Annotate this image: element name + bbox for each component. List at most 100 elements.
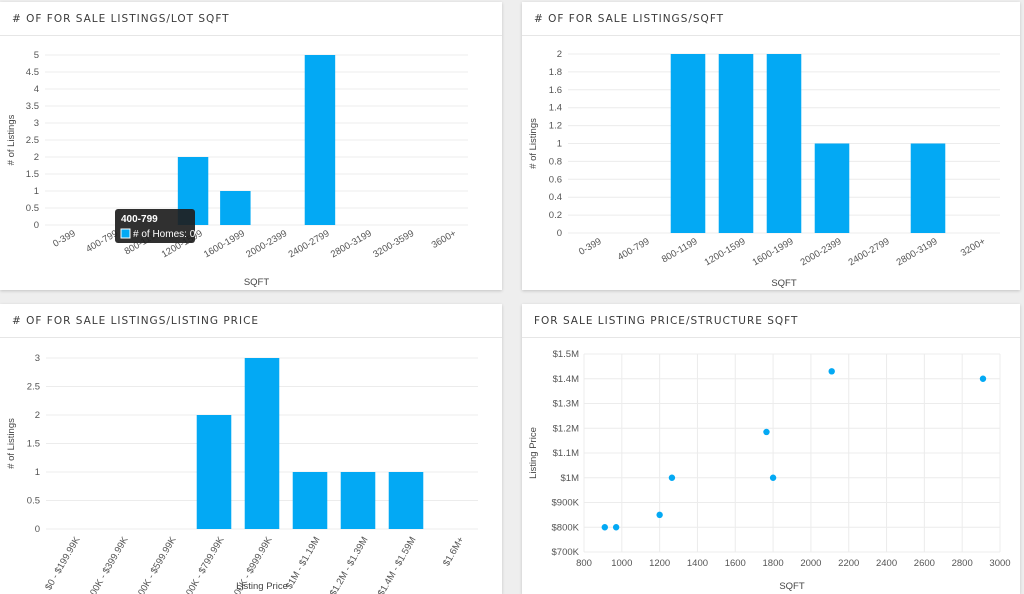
y-tick-label: 5 xyxy=(34,50,39,61)
x-tick-label: $1.6M+ xyxy=(441,535,467,569)
chart-lot-sqft: 00.511.522.533.544.550-399400-799800-119… xyxy=(6,50,468,288)
y-tick-label: 0.8 xyxy=(549,156,562,167)
scatter-point xyxy=(668,474,676,481)
panel-price-structure-sqft: FOR SALE LISTING PRICE/STRUCTURE SQFT $7… xyxy=(522,304,1020,594)
bar xyxy=(766,54,802,233)
x-tick-label: 3200+ xyxy=(959,236,988,259)
y-tick-label: 0 xyxy=(35,524,40,535)
x-tick-label: $600K - $799.99K xyxy=(179,534,227,594)
y-tick-label: 2 xyxy=(34,152,39,163)
bar xyxy=(196,415,232,529)
x-tick-label: 2600 xyxy=(914,558,935,569)
panel-title: # OF FOR SALE LISTINGS/LOT SQFT xyxy=(12,12,230,25)
scatter-point xyxy=(763,428,770,436)
x-tick-label: 1200-1599 xyxy=(703,236,748,268)
y-tick-label: $700K xyxy=(552,547,580,558)
scatter-point xyxy=(828,368,835,375)
y-tick-label: 1.5 xyxy=(27,439,40,450)
x-tick-label: 2000-2399 xyxy=(799,236,844,268)
y-tick-label: $900K xyxy=(552,498,580,509)
x-tick-label: 2400-2799 xyxy=(287,228,332,260)
y-tick-label: 1 xyxy=(557,139,562,150)
x-tick-label: $1.2M - $1.39M xyxy=(328,535,371,594)
bar xyxy=(340,472,376,529)
x-tick-label: 400-799 xyxy=(84,228,120,255)
tooltip-swatch xyxy=(120,228,131,239)
bar xyxy=(304,55,336,225)
bar xyxy=(388,472,424,529)
x-tick-label: $400K - $599.99K xyxy=(131,534,179,594)
panel-sqft: # OF FOR SALE LISTINGS/SQFT 0 0.2 0.4 0.6 0.… xyxy=(522,2,1020,290)
y-tick-label: 1 xyxy=(34,186,39,197)
y-tick-label: $1.4M xyxy=(553,374,579,385)
y-tick-label: 0 xyxy=(557,228,562,239)
y-tick-label: 1 xyxy=(35,467,40,478)
x-tick-label: 2000-2399 xyxy=(244,228,289,260)
x-tick-label: $0 - $199.99K xyxy=(43,534,83,592)
x-tick-label: 800 xyxy=(576,558,592,569)
x-tick-label: 1600-1999 xyxy=(202,228,247,260)
y-tick-label: 0.5 xyxy=(26,203,39,214)
y-tick-label: 0.5 xyxy=(27,496,40,507)
x-tick-label: 1600 xyxy=(725,558,746,569)
y-tick-label: 3.5 xyxy=(26,101,39,112)
x-tick-label: 3000 xyxy=(989,558,1010,569)
y-tick-label: 2.5 xyxy=(26,135,39,146)
y-axis-title: # of Listings xyxy=(6,418,17,469)
x-tick-label: $200K - $399.99K xyxy=(83,534,131,594)
panel-lot-sqft: # OF FOR SALE LISTINGS/LOT SQFT 0 0.5 1 1.5… xyxy=(0,2,502,290)
x-tick-label: 2400 xyxy=(876,558,897,569)
x-tick-label: 0-399 xyxy=(51,228,78,250)
y-tick-label: 3 xyxy=(34,118,39,129)
panel-header: # OF FOR SALE LISTINGS/SQFT xyxy=(522,2,1020,36)
y-tick-label: 0 xyxy=(34,220,39,231)
x-tick-label: 2800-3199 xyxy=(329,228,374,260)
y-tick-label: 4.5 xyxy=(26,67,39,78)
bar xyxy=(244,358,280,529)
scatter-point xyxy=(601,524,608,531)
y-tick-label: 2.5 xyxy=(27,382,40,393)
bar xyxy=(910,143,946,233)
y-tick-label: 1.2 xyxy=(549,121,562,132)
x-tick-label: 2800-3199 xyxy=(895,236,940,268)
x-tick-label: 2800 xyxy=(952,558,973,569)
y-tick-label: 0.4 xyxy=(549,192,562,203)
y-tick-label: 2 xyxy=(557,49,562,60)
x-tick-label: 1200 xyxy=(649,558,670,569)
panel-header: FOR SALE LISTING PRICE/STRUCTURE SQFT xyxy=(522,304,1020,338)
bar xyxy=(220,191,251,225)
x-tick-label: $1M - $1.19M xyxy=(284,535,323,591)
scatter-point xyxy=(769,474,777,481)
chart-sqft: 0 0.2 0.4 0.6 0.8 1 1.2 1.4 1.6 1.8 2 0-399 400-799 8… xyxy=(528,49,1000,289)
y-tick-label: 1.6 xyxy=(549,85,562,96)
x-axis-title: SQFT xyxy=(779,581,805,592)
y-tick-label: 0.6 xyxy=(549,174,562,185)
bar xyxy=(670,54,706,233)
panel-header: # OF FOR SALE LISTINGS/LOT SQFT xyxy=(0,2,502,36)
x-axis-title: Listing Price xyxy=(236,581,288,592)
y-axis-title: # of Listings xyxy=(528,118,539,169)
panel-header: # OF FOR SALE LISTINGS/LISTING PRICE xyxy=(0,304,502,338)
tooltip-box xyxy=(115,209,195,243)
y-tick-label: 4 xyxy=(34,84,39,95)
bar xyxy=(292,472,328,529)
x-tick-label: 400-799 xyxy=(616,236,652,263)
x-tick-label: $1.4M - $1.59M xyxy=(376,535,419,594)
x-tick-label: 3600+ xyxy=(430,228,459,251)
y-axis-title: Listing Price xyxy=(528,427,539,479)
x-tick-label: 1400 xyxy=(687,558,708,569)
panel-title: # OF FOR SALE LISTINGS/LISTING PRICE xyxy=(12,314,260,327)
bar xyxy=(814,143,850,233)
x-tick-label: 800-1199 xyxy=(660,236,700,265)
y-tick-label: 2 xyxy=(35,410,40,421)
x-axis-title: SQFT xyxy=(244,277,270,288)
y-axis-title: # of Listings xyxy=(6,114,17,165)
panel-listing-price: # OF FOR SALE LISTINGS/LISTING PRICE 0 0.… xyxy=(0,304,502,594)
chart-price-vs-sqft: $700K $800K $900K $1M $1.1M $1.2M $1.3M $1.4M $1… xyxy=(528,349,1011,592)
x-tick-label: 0-399 xyxy=(577,236,604,258)
x-tick-label: 3200-3599 xyxy=(371,228,416,260)
tooltip-label: # of Homes: 0 xyxy=(133,229,196,240)
y-tick-label: 1.5 xyxy=(26,169,39,180)
y-tick-label: $1.2M xyxy=(553,423,579,434)
y-tick-label: $1M xyxy=(561,473,580,484)
